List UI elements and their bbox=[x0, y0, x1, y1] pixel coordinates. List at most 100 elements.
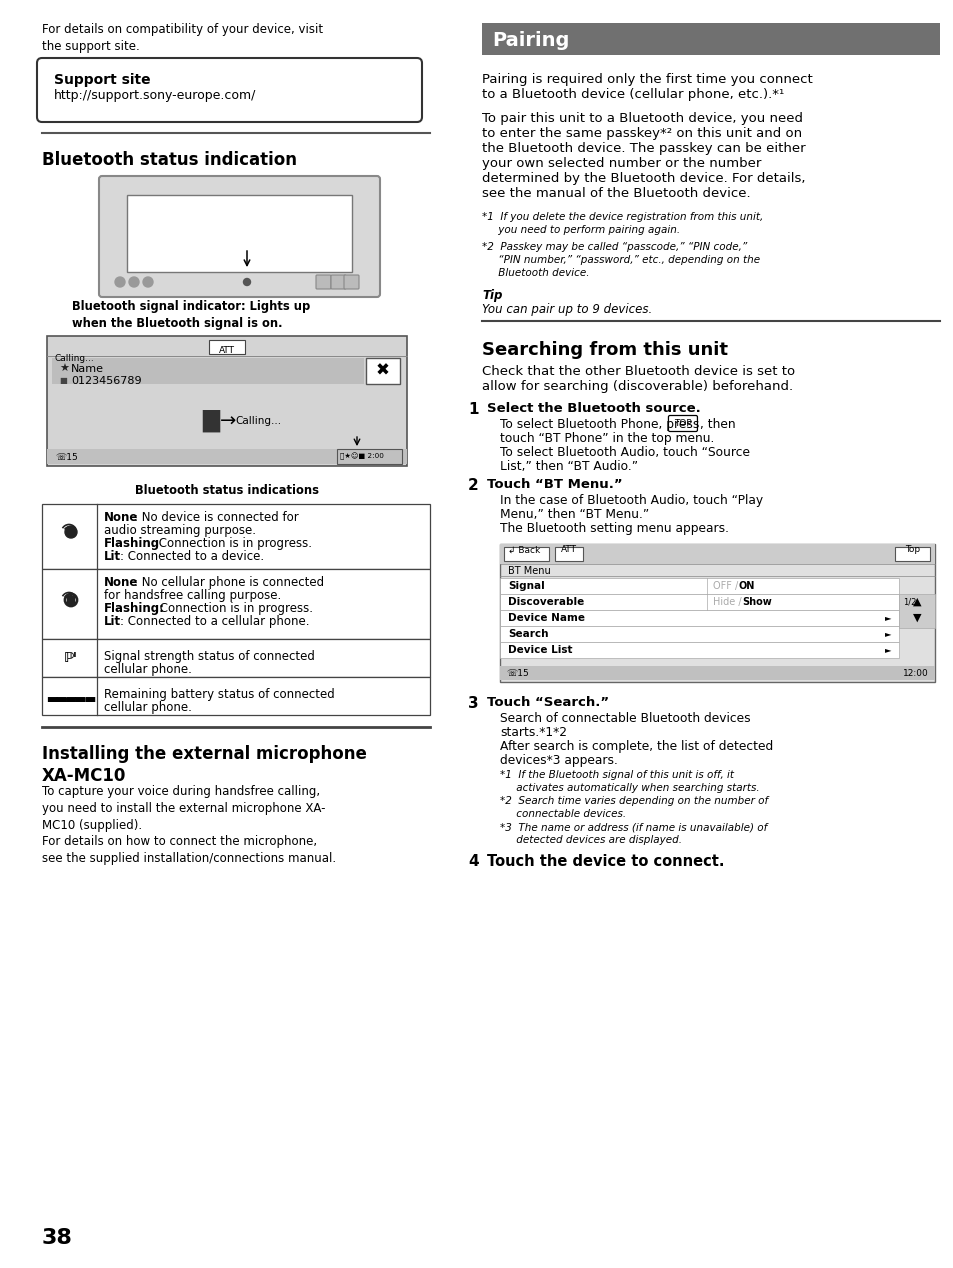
Text: cellular phone.: cellular phone. bbox=[104, 701, 192, 714]
Text: 38: 38 bbox=[42, 1227, 72, 1248]
Bar bbox=[499, 666, 934, 680]
Text: To capture your voice during handsfree calling,
you need to install the external: To capture your voice during handsfree c… bbox=[42, 785, 325, 832]
FancyBboxPatch shape bbox=[555, 547, 582, 560]
Text: devices*3 appears.: devices*3 appears. bbox=[499, 754, 618, 767]
Text: to enter the same passkey*² on this unit and on: to enter the same passkey*² on this unit… bbox=[481, 127, 801, 139]
Text: *2  Passkey may be called “passcode,” “PIN code,”: *2 Passkey may be called “passcode,” “PI… bbox=[481, 242, 746, 252]
Text: To select Bluetooth Audio, touch “Source: To select Bluetooth Audio, touch “Source bbox=[499, 446, 749, 459]
Bar bbox=[898, 593, 934, 628]
Text: ON: ON bbox=[738, 581, 754, 591]
Text: The Bluetooth setting menu appears.: The Bluetooth setting menu appears. bbox=[499, 522, 728, 535]
Text: Pairing: Pairing bbox=[492, 30, 569, 49]
Text: *1  If you delete the device registration from this unit,: *1 If you delete the device registration… bbox=[481, 212, 762, 222]
Text: Bluetooth status indication: Bluetooth status indication bbox=[42, 151, 296, 169]
Text: →: → bbox=[220, 412, 236, 431]
Text: Calling...: Calling... bbox=[55, 354, 94, 363]
Text: Discoverable: Discoverable bbox=[507, 597, 583, 607]
Bar bbox=[42, 569, 430, 639]
Text: To select Bluetooth Phone, press: To select Bluetooth Phone, press bbox=[499, 418, 702, 431]
Text: Bluetooth device.: Bluetooth device. bbox=[481, 268, 589, 278]
FancyBboxPatch shape bbox=[37, 58, 421, 122]
Text: 1: 1 bbox=[468, 402, 478, 417]
Text: Calling...: Calling... bbox=[234, 416, 281, 426]
Text: Remaining battery status of connected: Remaining battery status of connected bbox=[104, 689, 335, 701]
Text: : Connected to a cellular phone.: : Connected to a cellular phone. bbox=[120, 615, 309, 628]
Text: activates automatically when searching starts.: activates automatically when searching s… bbox=[499, 784, 759, 792]
Bar bbox=[47, 449, 407, 464]
Text: Check that the other Bluetooth device is set to: Check that the other Bluetooth device is… bbox=[481, 365, 794, 378]
Text: 3: 3 bbox=[468, 696, 478, 711]
Text: *1  If the Bluetooth signal of this unit is off, it: *1 If the Bluetooth signal of this unit … bbox=[499, 770, 733, 780]
Text: ►: ► bbox=[884, 614, 890, 623]
Text: In the case of Bluetooth Audio, touch “Play: In the case of Bluetooth Audio, touch “P… bbox=[499, 495, 762, 507]
Text: : Connection is in progress.: : Connection is in progress. bbox=[151, 538, 312, 550]
Text: touch “BT Phone” in the top menu.: touch “BT Phone” in the top menu. bbox=[499, 432, 714, 445]
Text: ☏15: ☏15 bbox=[55, 453, 77, 462]
Text: After search is complete, the list of detected: After search is complete, the list of de… bbox=[499, 741, 773, 753]
Text: Signal: Signal bbox=[507, 581, 544, 591]
Bar bbox=[336, 449, 401, 464]
Text: Support site: Support site bbox=[54, 74, 151, 87]
FancyBboxPatch shape bbox=[99, 176, 379, 297]
Circle shape bbox=[143, 276, 152, 287]
Text: 12:00: 12:00 bbox=[902, 670, 928, 678]
Bar bbox=[499, 544, 934, 682]
Text: ☏15: ☏15 bbox=[505, 670, 528, 678]
Text: Device Name: Device Name bbox=[507, 612, 584, 623]
Text: ✖: ✖ bbox=[375, 361, 390, 380]
Text: Hide /: Hide / bbox=[712, 597, 744, 607]
Text: List,” then “BT Audio.”: List,” then “BT Audio.” bbox=[499, 460, 638, 473]
Bar bbox=[42, 503, 430, 569]
Text: Touch the device to connect.: Touch the device to connect. bbox=[486, 855, 723, 869]
Circle shape bbox=[243, 279, 251, 285]
Text: None: None bbox=[104, 511, 138, 524]
Text: To pair this unit to a Bluetooth device, you need: To pair this unit to a Bluetooth device,… bbox=[481, 112, 802, 126]
Text: audio streaming purpose.: audio streaming purpose. bbox=[104, 524, 255, 538]
Text: : Connected to a device.: : Connected to a device. bbox=[120, 550, 264, 563]
Text: ►: ► bbox=[884, 645, 890, 654]
Bar bbox=[67, 596, 75, 606]
Text: Bluetooth status indications: Bluetooth status indications bbox=[135, 484, 318, 497]
Bar bbox=[42, 639, 430, 677]
Text: OFF /: OFF / bbox=[712, 581, 740, 591]
Text: Touch “Search.”: Touch “Search.” bbox=[486, 696, 608, 709]
Text: Connection is in progress.: Connection is in progress. bbox=[156, 602, 313, 615]
Bar bbox=[209, 340, 245, 354]
Text: ★: ★ bbox=[59, 364, 69, 374]
Text: ■: ■ bbox=[59, 377, 67, 385]
Text: Search: Search bbox=[507, 629, 548, 639]
Text: Signal strength status of connected: Signal strength status of connected bbox=[104, 650, 314, 663]
Text: Bluetooth signal indicator: Lights up
when the Bluetooth signal is on.: Bluetooth signal indicator: Lights up wh… bbox=[71, 301, 310, 330]
Bar bbox=[127, 195, 352, 273]
Text: Search of connectable Bluetooth devices: Search of connectable Bluetooth devices bbox=[499, 713, 750, 725]
Text: ▼: ▼ bbox=[912, 612, 921, 623]
Text: *2  Search time varies depending on the number of: *2 Search time varies depending on the n… bbox=[499, 796, 767, 806]
Text: For details on how to connect the microphone,
see the supplied installation/conn: For details on how to connect the microp… bbox=[42, 836, 335, 865]
Text: *3  The name or address (if name is unavailable) of: *3 The name or address (if name is unava… bbox=[499, 822, 766, 832]
Text: Flashing:: Flashing: bbox=[104, 602, 165, 615]
Text: Touch “BT Menu.”: Touch “BT Menu.” bbox=[486, 478, 622, 491]
Bar bbox=[499, 642, 898, 658]
Text: ↲ Back: ↲ Back bbox=[507, 545, 539, 554]
Text: Flashing: Flashing bbox=[104, 538, 160, 550]
FancyBboxPatch shape bbox=[894, 547, 929, 560]
Text: the Bluetooth device. The passkey can be either: the Bluetooth device. The passkey can be… bbox=[481, 142, 804, 155]
Text: Name: Name bbox=[71, 364, 104, 374]
Text: ►: ► bbox=[884, 629, 890, 639]
Text: cellular phone.: cellular phone. bbox=[104, 663, 192, 676]
Text: For details on compatibility of your device, visit
the support site.: For details on compatibility of your dev… bbox=[42, 23, 323, 53]
Text: Pairing is required only the first time you connect: Pairing is required only the first time … bbox=[481, 74, 812, 86]
Text: Tip: Tip bbox=[481, 289, 502, 302]
Text: 2: 2 bbox=[468, 478, 478, 493]
FancyBboxPatch shape bbox=[344, 275, 358, 289]
Bar bbox=[499, 578, 898, 593]
Bar bbox=[366, 358, 399, 384]
Text: 1/2: 1/2 bbox=[902, 597, 916, 606]
Text: 4: 4 bbox=[468, 855, 478, 869]
Text: Device List: Device List bbox=[507, 645, 572, 656]
Text: starts.*1*2: starts.*1*2 bbox=[499, 727, 566, 739]
Text: determined by the Bluetooth device. For details,: determined by the Bluetooth device. For … bbox=[481, 172, 804, 185]
Text: ATT: ATT bbox=[560, 545, 577, 554]
Text: , then: , then bbox=[700, 418, 735, 431]
Text: Select the Bluetooth source.: Select the Bluetooth source. bbox=[486, 402, 700, 415]
